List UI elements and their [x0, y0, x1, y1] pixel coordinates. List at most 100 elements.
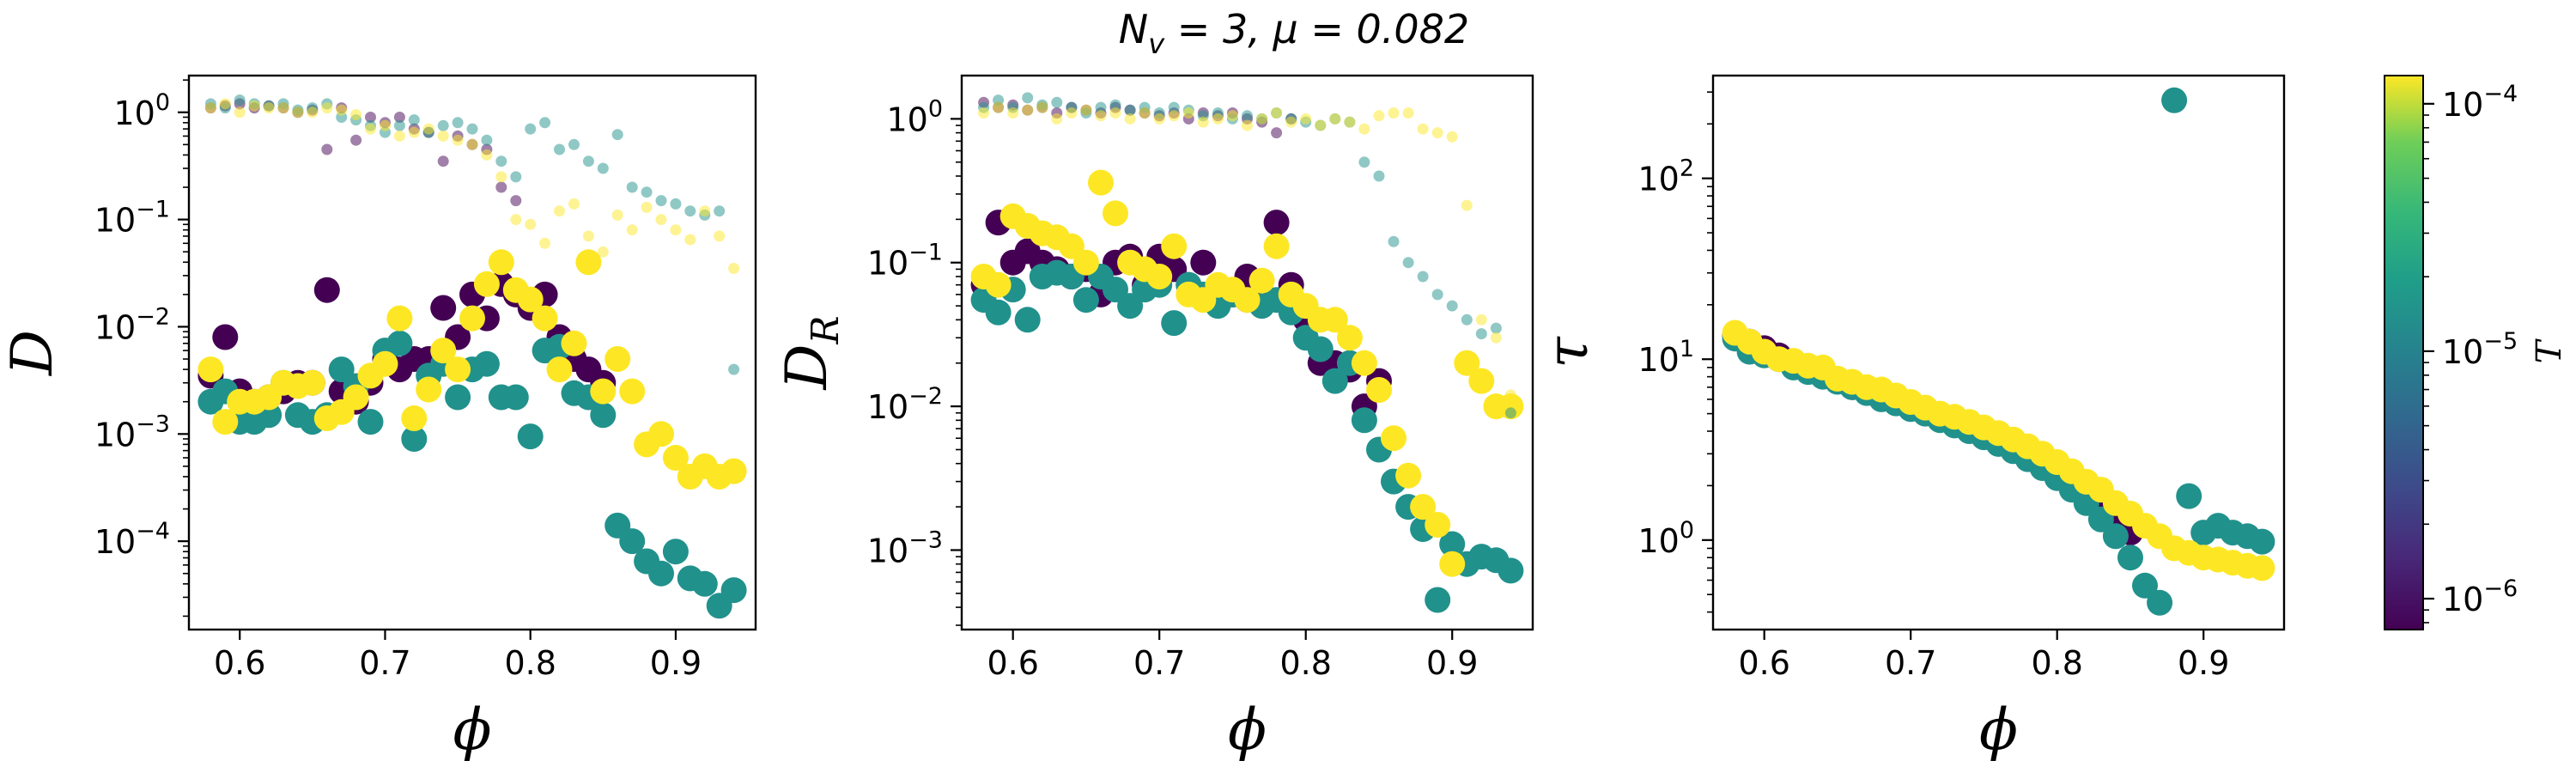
data-point [1146, 264, 1173, 289]
data-point [357, 409, 384, 435]
data-point [372, 350, 398, 377]
data-point [445, 356, 471, 383]
data-point [212, 324, 239, 350]
y-tick-label: 10−3 [867, 526, 943, 569]
data-point [343, 384, 369, 411]
data-point-small [1212, 113, 1224, 125]
data-point-small [350, 109, 362, 120]
data-point-small [1271, 107, 1283, 119]
data-point-small [1373, 170, 1385, 182]
data-point-small [1490, 322, 1502, 334]
data-point [985, 271, 1012, 298]
data-point [459, 305, 485, 332]
data-point [328, 356, 355, 383]
x-tick-label: 0.7 [1885, 644, 1936, 682]
data-point-small [655, 214, 667, 226]
y-tick-label: 10−4 [94, 518, 170, 561]
data-point [662, 539, 689, 565]
data-point-small [393, 130, 405, 142]
data-point-small [234, 107, 246, 119]
data-point-small [1051, 96, 1063, 108]
data-point-small [568, 198, 580, 210]
data-point-small [670, 198, 682, 210]
data-point-small [1388, 107, 1400, 119]
x-axis-label: ϕ [453, 697, 492, 763]
data-point-small [684, 234, 696, 246]
data-point [488, 249, 514, 276]
data-point [575, 249, 602, 276]
diffusion-panel: 0.6 0.7 0.8 0.9 100 10−1 10−2 10−3 10−4 ϕ D [0, 74, 757, 763]
data-point-small [466, 123, 478, 135]
y-tick-label: 101 [1637, 336, 1694, 379]
data-point-small [611, 209, 623, 221]
y-tick-label: 100 [113, 89, 170, 132]
data-point-small [1109, 99, 1121, 111]
data-point [517, 423, 544, 450]
data-point-small [1431, 127, 1443, 139]
data-point-small [1431, 289, 1443, 301]
data-point-small [525, 123, 537, 135]
data-point-small [1402, 257, 1414, 269]
data-point [517, 286, 544, 313]
data-point-small [626, 224, 638, 236]
data-point-small [1124, 113, 1136, 125]
data-point-small [452, 117, 464, 129]
data-point-small [611, 129, 623, 141]
data-point-small [684, 205, 696, 217]
data-point-small [1344, 116, 1356, 128]
figure-title: Nv = 3, μ = 0.082 [1119, 6, 1469, 60]
y-tick-label: 10−3 [94, 411, 170, 453]
data-point-small [597, 246, 609, 258]
data-point-small [1182, 107, 1194, 119]
data-point [2117, 545, 2143, 571]
data-point [1366, 377, 1392, 403]
x-tick-label: 0.9 [2178, 644, 2229, 682]
data-point-small [1329, 113, 1341, 125]
data-point [1321, 307, 1348, 333]
data-point-small [466, 138, 478, 150]
data-point [502, 384, 529, 411]
data-point-small [714, 230, 726, 242]
data-point-small [1461, 199, 1473, 211]
data-point-small [1256, 113, 1268, 125]
data-point-small [554, 143, 565, 155]
data-point-small [1197, 116, 1209, 128]
data-point-small [437, 119, 449, 131]
data-point-small [1417, 271, 1429, 283]
data-point-small [350, 134, 362, 146]
data-point-small [1373, 110, 1385, 122]
x-tick-label: 0.6 [214, 644, 265, 682]
data-point-small [336, 104, 348, 116]
data-point-small [1242, 110, 1253, 122]
colorbar-tick-label: 10−4 [2442, 81, 2518, 124]
data-point [2161, 87, 2188, 113]
y-tick-label: 100 [1637, 517, 1694, 560]
data-point-small [1095, 110, 1107, 122]
data-point-small [1066, 107, 1078, 119]
data-point-small [1417, 123, 1429, 135]
data-point [2176, 483, 2202, 509]
data-point-small [1388, 235, 1400, 247]
x-tick-label: 0.9 [1426, 644, 1478, 682]
data-point [590, 402, 617, 429]
data-point-small [1504, 407, 1516, 419]
colorbar-label: T [2530, 338, 2569, 363]
data-point [605, 346, 631, 372]
data-point-small [1080, 104, 1092, 116]
data-point [648, 421, 674, 447]
data-point [1439, 551, 1466, 577]
data-point-small [393, 119, 405, 131]
data-point-small [1300, 113, 1312, 125]
data-point [1498, 557, 1524, 584]
y-axis-label: D [0, 330, 65, 376]
data-point-small [510, 195, 522, 207]
data-point-small [365, 112, 376, 123]
data-point [1072, 287, 1099, 313]
data-point [1381, 425, 1406, 452]
data-point-small [993, 101, 1005, 113]
y-tick-label: 10−1 [94, 197, 170, 240]
data-point [401, 426, 428, 452]
temperature-colorbar: 10−6 10−5 10−4 T [2384, 75, 2569, 630]
data-point-small [554, 205, 565, 217]
data-point [1468, 368, 1495, 394]
